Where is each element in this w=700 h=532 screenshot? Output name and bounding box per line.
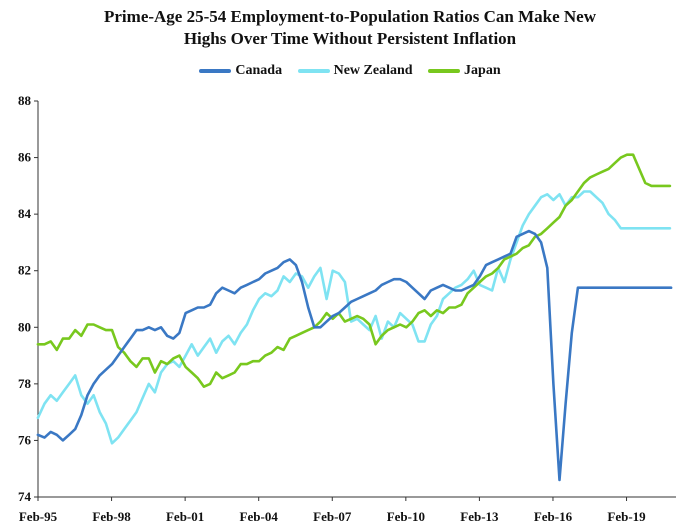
x-tick-label-feb-07: Feb-07	[313, 509, 352, 524]
series-line-japan	[36, 153, 672, 388]
x-tick-label-feb-01: Feb-01	[166, 509, 204, 524]
legend-label-canada: Canada	[235, 63, 283, 78]
legend-label-japan: Japan	[464, 63, 501, 78]
x-tick-label-feb-16: Feb-16	[534, 509, 573, 524]
y-tick-label-88: 88	[18, 93, 32, 108]
x-tick-label-feb-13: Feb-13	[460, 509, 499, 524]
y-tick-label-84: 84	[18, 206, 32, 221]
legend-item-japan: Japan	[428, 63, 501, 79]
chart-title-line-2: Highs Over Time Without Persistent Infla…	[183, 29, 517, 48]
legend-swatch-canada	[199, 69, 232, 73]
legend-swatch-japan	[428, 69, 461, 73]
legend-item-new-zealand: New Zealand	[297, 63, 413, 79]
y-tick-label-86: 86	[18, 150, 32, 165]
legend-swatch-new-zealand	[297, 69, 330, 73]
chart-title: Prime-Age 25-54 Employment-to-Population…	[0, 6, 700, 50]
y-tick-label-76: 76	[18, 432, 32, 447]
y-tick-label-80: 80	[18, 319, 31, 334]
chart-legend: Canada New Zealand Japan	[0, 62, 700, 79]
x-tick-label-feb-10: Feb-10	[387, 509, 425, 524]
x-tick-label-feb-95: Feb-95	[19, 509, 58, 524]
legend-item-canada: Canada	[199, 63, 282, 79]
x-tick-label-feb-04: Feb-04	[240, 509, 279, 524]
x-tick-label-feb-19: Feb-19	[607, 509, 646, 524]
y-tick-label-82: 82	[18, 263, 31, 278]
y-tick-label-78: 78	[18, 376, 32, 391]
chart-title-line-1: Prime-Age 25-54 Employment-to-Population…	[104, 7, 596, 26]
x-tick-label-feb-98: Feb-98	[92, 509, 131, 524]
legend-label-new-zealand: New Zealand	[333, 63, 413, 78]
y-tick-label-74: 74	[18, 489, 32, 504]
series-line-canada	[36, 229, 673, 482]
series-line-new-zealand	[36, 190, 672, 445]
